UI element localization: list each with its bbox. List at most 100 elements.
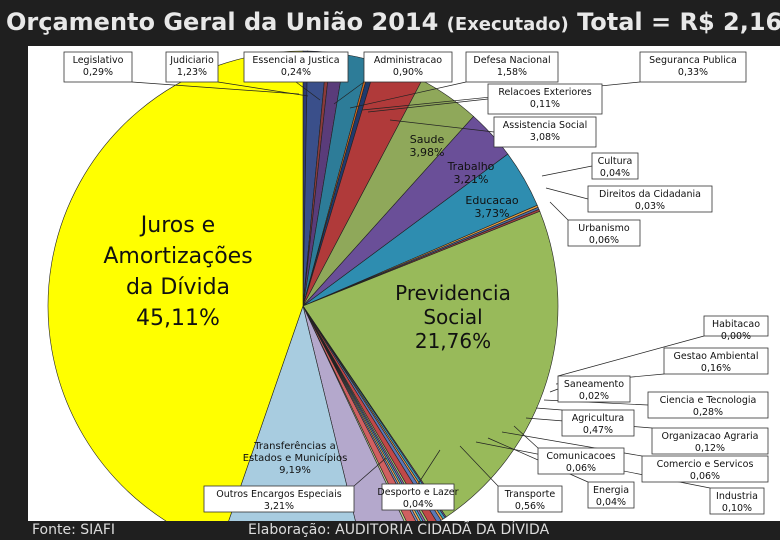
leader-line-administracao bbox=[333, 81, 365, 105]
callout-box bbox=[381, 483, 455, 511]
callout-cultura: Cultura 0,04% bbox=[591, 152, 639, 180]
callout-label: Essencial a Justica 0,24% bbox=[252, 55, 339, 78]
callout-gestao-ambiental: Gestao Ambiental 0,16% bbox=[663, 347, 769, 375]
callout-desporto-e-lazer: Desporto e Lazer 0,04% bbox=[377, 483, 459, 511]
callout-label: Industria 0,10% bbox=[716, 491, 758, 514]
callout-label: Ciencia e Tecnologia 0,28% bbox=[660, 395, 757, 418]
leader-line-agricultura bbox=[535, 407, 563, 411]
callout-box bbox=[243, 51, 349, 83]
callout-box bbox=[487, 83, 603, 115]
callout-agricultura: Agricultura 0,47% bbox=[561, 409, 635, 437]
callout-legislativo: Legislativo 0,29% bbox=[63, 51, 133, 83]
callout-seguranca-publica: Seguranca Publica 0,33% bbox=[639, 51, 747, 83]
callout-label: Comunicacoes 0,06% bbox=[546, 451, 615, 474]
callout-saneamento: Saneamento 0,02% bbox=[557, 375, 631, 403]
pie-slice-comercio-e-servicos bbox=[302, 305, 424, 521]
callout-label: Saneamento 0,02% bbox=[564, 379, 624, 402]
title-total: Total = R$ 2,168 trilhã bbox=[577, 8, 780, 36]
slice-label-trabalho: Trabalho 3,21% bbox=[447, 160, 495, 186]
callout-outros-encargos-especiais: Outros Encargos Especiais 3,21% bbox=[203, 485, 355, 513]
callout-assistencia-social: Assistencia Social 3,08% bbox=[493, 116, 597, 148]
pie-chart: Previdencia Social 21,76% Juros e Amortizaçõ… bbox=[47, 50, 769, 521]
chart-title: Orçamento Geral da União 2014 (Executado… bbox=[6, 8, 780, 38]
callout-box bbox=[63, 51, 133, 83]
pie-slice-organizacao-agraria bbox=[302, 305, 429, 521]
callout-box bbox=[465, 51, 559, 83]
title-main: Orçamento Geral da União 2014 bbox=[6, 8, 439, 36]
callout-label: Habitacao 0,00% bbox=[712, 319, 760, 342]
callout-box bbox=[639, 51, 747, 83]
footer-credit: Elaboração: AUDITORIA CIDADÃ DA DÍVIDA bbox=[248, 522, 550, 538]
callout-comunicacoes: Comunicacoes 0,06% bbox=[537, 447, 625, 475]
callout-label: Outros Encargos Especiais 3,21% bbox=[216, 489, 341, 512]
pie-slice-outros-encargos-especiais bbox=[302, 305, 405, 521]
callout-label: Cultura 0,04% bbox=[598, 156, 633, 179]
leader-line-legislativo bbox=[131, 81, 300, 95]
callout-industria: Industria 0,10% bbox=[709, 487, 765, 515]
leader-line-direitos-da-cidadania bbox=[545, 187, 589, 200]
callout-box bbox=[203, 485, 355, 513]
callout-label: Transporte 0,56% bbox=[504, 489, 556, 512]
footer: Fonte: SIAFI Elaboração: AUDITORIA CIDAD… bbox=[0, 521, 780, 540]
callout-habitacao: Habitacao 0,00% bbox=[703, 315, 769, 342]
callout-direitos-da-cidadania: Direitos da Cidadania 0,03% bbox=[587, 185, 713, 213]
pie-slice-agricultura bbox=[302, 305, 437, 521]
callout-box bbox=[651, 427, 769, 455]
callout-label: Legislativo 0,29% bbox=[73, 55, 124, 78]
callout-administracao: Administracao 0,90% bbox=[363, 51, 453, 83]
callout-box bbox=[165, 51, 219, 83]
callout-label: Desporto e Lazer 0,04% bbox=[377, 487, 458, 510]
leader-line-habitacao bbox=[557, 335, 705, 377]
callout-box bbox=[497, 485, 563, 513]
leader-line-desporto-e-lazer bbox=[417, 449, 441, 485]
callout-relacoes-exteriores: Relacoes Exteriores 0,11% bbox=[487, 83, 603, 115]
callout-essencial-a-justica: Essencial a Justica 0,24% bbox=[243, 51, 349, 83]
slice-label-previdencia-social: Previdencia Social 21,76% bbox=[395, 281, 511, 353]
callout-box bbox=[587, 481, 635, 509]
callout-organizacao-agraria: Organizacao Agraria 0,12% bbox=[651, 427, 769, 455]
callout-label: Assistencia Social 3,08% bbox=[503, 120, 587, 143]
slice-label-transferencias-a-estados-e-municipios: Transferências a Estados e Municípios 9,19… bbox=[243, 440, 348, 476]
slice-label-saude: Saude 3,98% bbox=[410, 133, 445, 159]
callout-label: Urbanismo 0,06% bbox=[578, 223, 630, 246]
in-slice-labels: Previdencia Social 21,76% Juros e Amortizaçõ… bbox=[103, 133, 519, 476]
callout-box bbox=[363, 51, 453, 83]
leader-line-essencial-a-justica bbox=[295, 81, 321, 101]
leader-line-defesa-nacional bbox=[349, 81, 467, 109]
leader-line-comunicacoes bbox=[513, 425, 539, 449]
callout-box bbox=[709, 487, 765, 515]
callout-label: Judiciario 1,23% bbox=[169, 55, 214, 78]
callout-boxes: Legislativo 0,29% Judiciario 1,23% Essencial… bbox=[63, 51, 769, 515]
leader-line-judiciario bbox=[217, 81, 309, 97]
title-paren: (Executado) bbox=[446, 14, 569, 35]
pie-slice-energia bbox=[302, 305, 421, 521]
callout-box bbox=[703, 315, 769, 337]
leader-line-assistencia-social bbox=[389, 119, 495, 133]
callout-box bbox=[493, 116, 597, 148]
callout-box bbox=[587, 185, 713, 213]
callout-label: Defesa Nacional 1,58% bbox=[473, 55, 550, 78]
leader-line-cultura bbox=[541, 165, 593, 177]
leader-line-relacoes-exteriores bbox=[367, 98, 489, 113]
pie-slice-ciencia-e-tecnologia bbox=[302, 305, 442, 521]
pie-slice-comunicacoes bbox=[302, 305, 426, 521]
leader-line-saneamento bbox=[549, 388, 559, 393]
callout-label: Direitos da Cidadania 0,03% bbox=[599, 189, 701, 212]
chart-panel: Previdencia Social 21,76% Juros e Amortizaçõ… bbox=[28, 46, 780, 521]
pie-slice-transferencias-a-estados-e-municipios bbox=[228, 304, 356, 521]
slice-label-educacao: Educacao 3,73% bbox=[465, 194, 518, 220]
callout-comercio-e-servicos: Comercio e Servicos 0,06% bbox=[641, 455, 769, 483]
callout-ciencia-e-tecnologia: Ciencia e Tecnologia 0,28% bbox=[647, 391, 769, 419]
callout-box bbox=[567, 219, 641, 247]
leader-line-urbanismo bbox=[549, 201, 569, 221]
callout-label: Agricultura 0,47% bbox=[572, 413, 624, 436]
callout-transporte: Transporte 0,56% bbox=[497, 485, 563, 513]
callout-box bbox=[663, 347, 769, 375]
callout-box bbox=[557, 375, 631, 403]
pie-slices bbox=[47, 50, 559, 521]
callout-box bbox=[561, 409, 635, 437]
callout-label: Energia 0,04% bbox=[593, 485, 629, 508]
callout-energia: Energia 0,04% bbox=[587, 481, 635, 509]
callout-box bbox=[537, 447, 625, 475]
callout-judiciario: Judiciario 1,23% bbox=[165, 51, 219, 83]
